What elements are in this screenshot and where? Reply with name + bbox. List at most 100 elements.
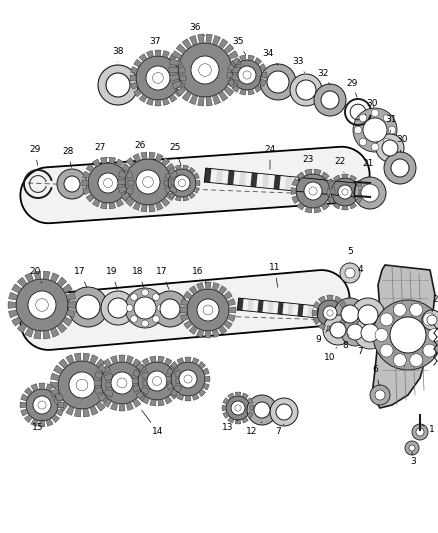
Circle shape — [260, 64, 296, 100]
Circle shape — [179, 370, 197, 388]
Circle shape — [134, 297, 156, 319]
Circle shape — [178, 43, 232, 97]
Polygon shape — [57, 277, 67, 287]
Polygon shape — [343, 182, 350, 196]
Polygon shape — [230, 74, 240, 82]
Circle shape — [422, 310, 438, 330]
Circle shape — [152, 376, 162, 385]
Polygon shape — [232, 67, 241, 73]
Text: 18: 18 — [132, 268, 144, 287]
Text: 29: 29 — [29, 146, 41, 165]
Polygon shape — [133, 202, 141, 211]
Polygon shape — [53, 396, 63, 405]
Polygon shape — [25, 327, 34, 337]
Circle shape — [203, 305, 213, 315]
Polygon shape — [170, 59, 180, 66]
Polygon shape — [166, 192, 175, 200]
Polygon shape — [39, 383, 45, 389]
Polygon shape — [12, 317, 21, 326]
Circle shape — [243, 71, 251, 79]
Polygon shape — [205, 331, 211, 338]
Polygon shape — [122, 194, 130, 202]
Polygon shape — [50, 382, 58, 388]
Polygon shape — [109, 157, 116, 164]
Polygon shape — [170, 363, 178, 370]
Polygon shape — [118, 179, 125, 185]
Polygon shape — [327, 189, 331, 195]
Polygon shape — [58, 402, 64, 408]
Polygon shape — [223, 320, 232, 329]
Circle shape — [138, 362, 176, 400]
Polygon shape — [158, 356, 164, 363]
Polygon shape — [177, 394, 184, 400]
Circle shape — [405, 441, 419, 455]
Circle shape — [125, 159, 171, 205]
Polygon shape — [92, 199, 100, 207]
Polygon shape — [198, 96, 204, 106]
Circle shape — [371, 109, 379, 117]
Polygon shape — [74, 408, 81, 417]
Circle shape — [323, 306, 337, 320]
Circle shape — [76, 379, 88, 391]
Polygon shape — [183, 196, 189, 201]
Polygon shape — [119, 186, 127, 193]
Circle shape — [330, 322, 346, 338]
Text: 14: 14 — [141, 410, 164, 437]
Polygon shape — [297, 203, 304, 210]
Polygon shape — [131, 83, 138, 90]
Circle shape — [152, 316, 159, 322]
Polygon shape — [197, 329, 204, 337]
Text: 33: 33 — [292, 58, 304, 72]
Circle shape — [384, 152, 416, 184]
Polygon shape — [170, 186, 177, 193]
Text: 37: 37 — [149, 37, 161, 52]
Polygon shape — [164, 358, 172, 366]
Polygon shape — [198, 361, 205, 369]
Circle shape — [309, 187, 317, 195]
Polygon shape — [251, 173, 258, 187]
Polygon shape — [132, 359, 141, 367]
Circle shape — [363, 118, 387, 142]
Polygon shape — [155, 202, 163, 211]
Circle shape — [314, 84, 346, 116]
Circle shape — [342, 189, 348, 195]
Polygon shape — [50, 327, 59, 337]
Circle shape — [254, 402, 270, 418]
Circle shape — [199, 64, 211, 76]
Circle shape — [103, 179, 113, 188]
Circle shape — [427, 315, 437, 325]
Circle shape — [323, 315, 353, 345]
Polygon shape — [327, 326, 333, 331]
Polygon shape — [66, 310, 75, 318]
Polygon shape — [162, 51, 170, 58]
Polygon shape — [126, 198, 135, 206]
Polygon shape — [134, 59, 142, 67]
Circle shape — [361, 324, 379, 342]
Polygon shape — [227, 314, 235, 321]
Circle shape — [98, 65, 138, 105]
Polygon shape — [126, 356, 134, 364]
Polygon shape — [313, 317, 320, 325]
Polygon shape — [222, 405, 226, 411]
Polygon shape — [82, 180, 88, 186]
Polygon shape — [227, 72, 232, 78]
Circle shape — [410, 303, 423, 316]
Circle shape — [152, 294, 159, 301]
Polygon shape — [176, 44, 187, 54]
Polygon shape — [83, 188, 90, 195]
Polygon shape — [258, 300, 264, 312]
Polygon shape — [53, 365, 63, 374]
Polygon shape — [101, 365, 110, 374]
Polygon shape — [247, 398, 253, 404]
Polygon shape — [138, 364, 146, 373]
Polygon shape — [83, 171, 90, 179]
Circle shape — [296, 174, 330, 208]
Circle shape — [36, 298, 48, 311]
Polygon shape — [139, 94, 147, 102]
Polygon shape — [166, 376, 171, 382]
Polygon shape — [174, 59, 182, 67]
Polygon shape — [169, 167, 175, 174]
Polygon shape — [98, 364, 106, 373]
Text: 7: 7 — [275, 424, 284, 437]
Polygon shape — [103, 399, 112, 407]
